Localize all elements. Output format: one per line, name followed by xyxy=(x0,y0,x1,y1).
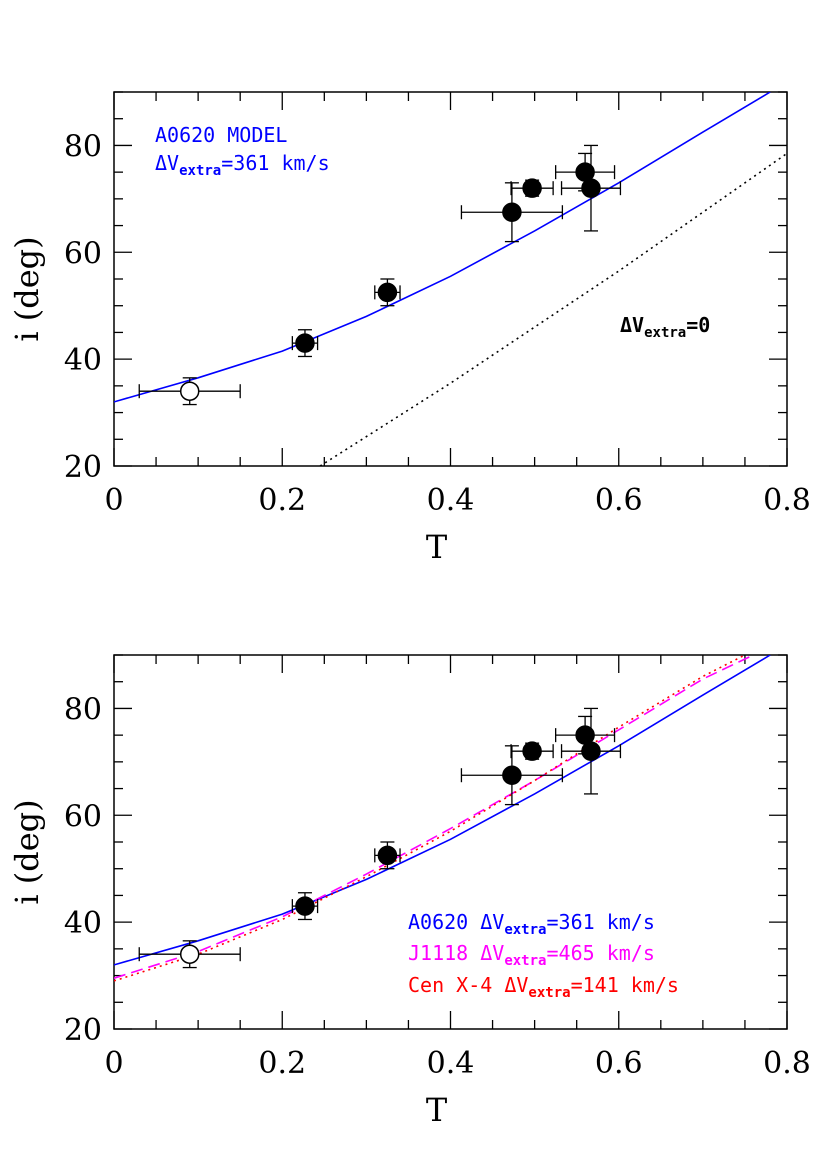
x-tick-label: 0.4 xyxy=(427,483,475,518)
data-point-filled xyxy=(502,765,522,785)
data-point-filled xyxy=(581,741,601,761)
data-point-filled xyxy=(377,282,398,303)
annotation-text: J1118 ΔVextra=465 km/s xyxy=(408,941,655,969)
annotation-text: A0620 MODEL xyxy=(155,123,287,147)
data-point-filled xyxy=(502,202,522,222)
bottom-panel: 0 0.2 0.4 0.6 0.8 20 40 60 80 Ti (deg) A0620 ΔVext… xyxy=(8,654,811,1129)
x-tick-label: 0.6 xyxy=(595,483,643,518)
x-axis-label: T xyxy=(426,1091,448,1129)
series-curve xyxy=(114,92,771,403)
y-tick-label: 20 xyxy=(64,1013,102,1048)
y-axis-label: i (deg) xyxy=(8,236,46,341)
y-tick-label: 40 xyxy=(64,343,102,378)
y-tick-label: 80 xyxy=(64,129,102,164)
x-tick-label: 0 xyxy=(104,483,123,518)
x-tick-label: 0.2 xyxy=(258,483,306,518)
y-axis-label: i (deg) xyxy=(8,799,46,904)
annotation-text: A0620 ΔVextra=361 km/s xyxy=(408,910,655,938)
data-point-filled xyxy=(295,896,315,916)
x-tick-label: 0.4 xyxy=(427,1046,475,1081)
y-tick-label: 60 xyxy=(64,236,102,271)
y-tick-label: 60 xyxy=(64,799,102,834)
series-curve xyxy=(114,655,771,966)
x-tick-label: 0.6 xyxy=(595,1046,643,1081)
annotation-text: Cen X-4 ΔVextra=141 km/s xyxy=(408,973,679,1001)
annotation-text: ΔVextra=361 km/s xyxy=(155,151,330,179)
annotation-text: ΔVextra=0 xyxy=(620,313,710,341)
data-point-open xyxy=(179,381,200,401)
y-tick-label: 80 xyxy=(64,692,102,727)
x-tick-label: 0.8 xyxy=(763,483,811,518)
x-tick-label: 0.8 xyxy=(763,1046,811,1081)
data-point-filled xyxy=(377,845,398,866)
data-point-filled xyxy=(522,741,542,761)
plot-frame xyxy=(113,91,788,467)
top-panel: 0 0.2 0.4 0.6 0.8 20 40 60 80 Ti (deg) A0620 MODEL… xyxy=(8,91,811,566)
y-tick-label: 20 xyxy=(64,450,102,485)
x-tick-label: 0 xyxy=(104,1046,123,1081)
data-point-filled xyxy=(295,333,315,353)
series-curve xyxy=(114,655,754,979)
data-point-filled xyxy=(581,178,601,198)
series-curve xyxy=(319,152,787,466)
y-tick-label: 40 xyxy=(64,906,102,941)
x-tick-label: 0.2 xyxy=(258,1046,306,1081)
data-point-open xyxy=(179,944,200,964)
x-axis-label: T xyxy=(426,528,448,566)
data-point-filled xyxy=(522,178,542,198)
